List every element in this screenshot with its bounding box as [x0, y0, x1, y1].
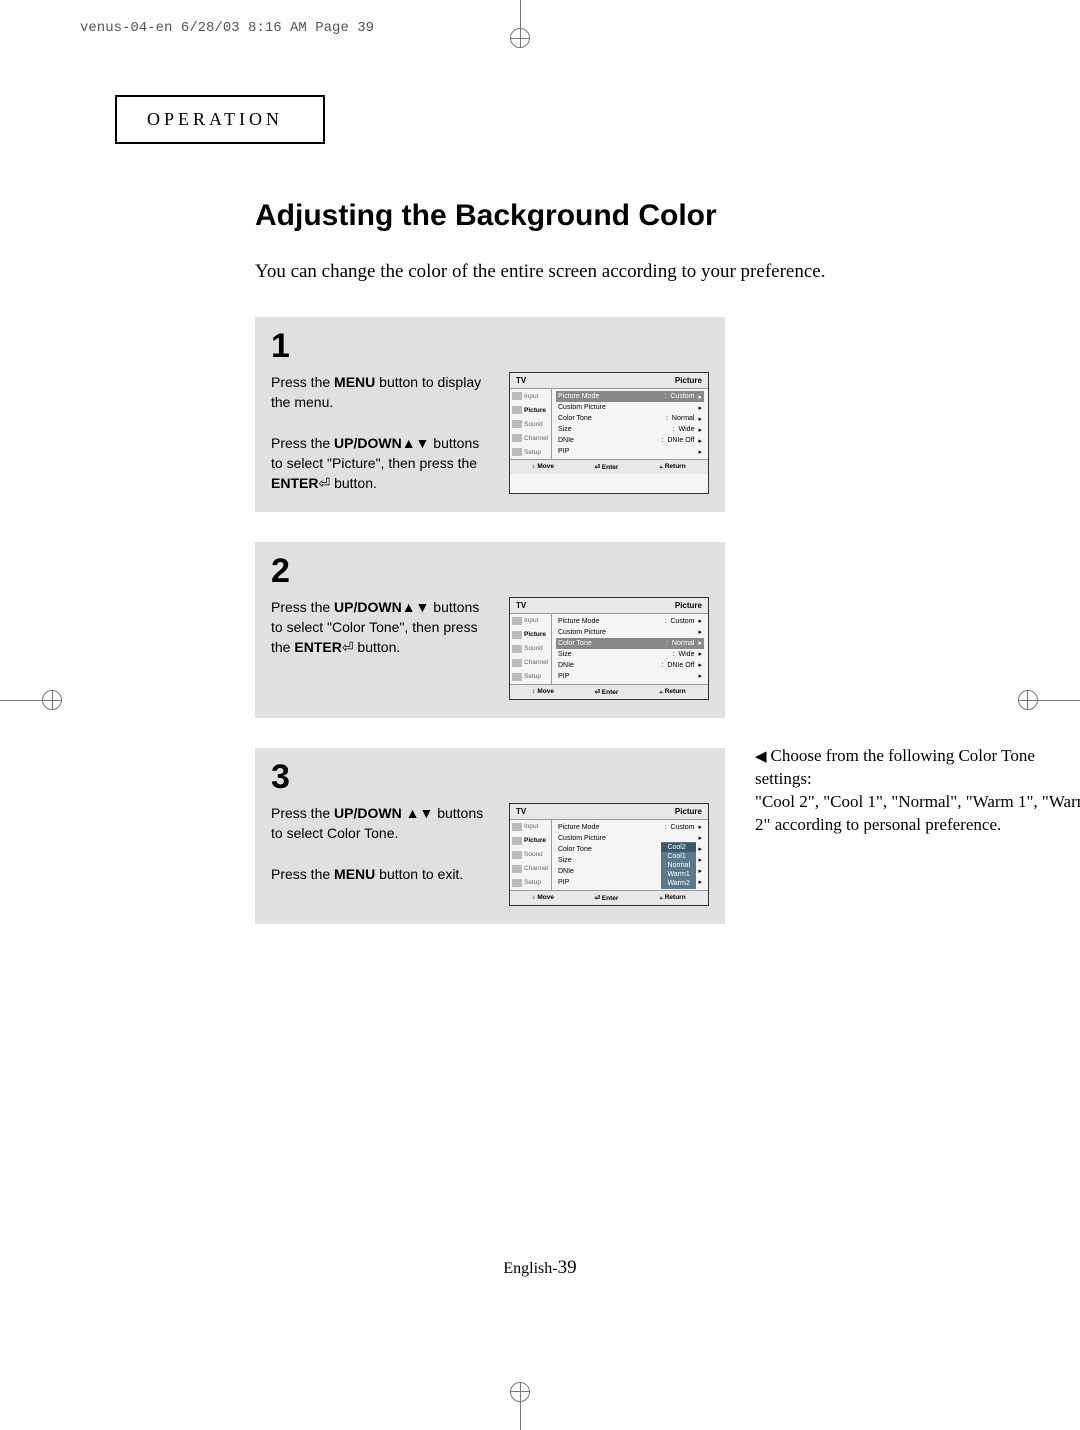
page-number: 39: [558, 1257, 577, 1278]
dropdown-item: Warm2: [661, 879, 696, 888]
osd-sidebar-channel: Channel: [510, 656, 551, 670]
step-number: 2: [271, 552, 709, 591]
osd-sidebar-sound: Sound: [510, 848, 551, 862]
osd-screen: TVPictureInputPictureSoundChannelSetupPi…: [509, 597, 709, 700]
side-note: ◀Choose from the following Color Tone se…: [755, 745, 1080, 837]
osd-sidebar-input: Input: [510, 389, 551, 403]
step-block-2: 2 Press the UP/DOWN▲▼ buttons to select "…: [255, 542, 725, 718]
osd-sidebar-picture: Picture: [510, 834, 551, 848]
osd-sidebar-sound: Sound: [510, 642, 551, 656]
osd-screen: TVPictureInputPictureSoundChannelSetupPi…: [509, 803, 709, 906]
step-text: Press the UP/DOWN ▲▼ buttons to select C…: [271, 803, 491, 906]
osd-row: Picture Mode: Custom▸: [556, 391, 704, 402]
crop-mark-left: [0, 680, 70, 720]
left-arrow-icon: ◀: [755, 749, 767, 765]
osd-sidebar-setup: Setup: [510, 445, 551, 459]
osd-sidebar-sound: Sound: [510, 417, 551, 431]
osd-title-right: Picture: [675, 601, 702, 610]
input-icon: [512, 823, 522, 831]
osd-title-right: Picture: [675, 807, 702, 816]
osd-screen: TVPictureInputPictureSoundChannelSetupPi…: [509, 372, 709, 494]
osd-sidebar-picture: Picture: [510, 403, 551, 417]
picture-icon: [512, 406, 522, 414]
osd-dropdown: Cool2Cool1NormalWarm1Warm2: [661, 842, 696, 889]
section-header: OPERATION: [115, 95, 325, 144]
osd-sidebar-channel: Channel: [510, 862, 551, 876]
osd-row: Custom Picture▸: [556, 627, 704, 638]
osd-row: Custom Picture▸: [556, 402, 704, 413]
setup-icon: [512, 879, 522, 887]
osd-title-left: TV: [516, 601, 526, 610]
input-icon: [512, 617, 522, 625]
osd-sidebar-channel: Channel: [510, 431, 551, 445]
osd-footer: ↕ Move⏎ Enter⫠ Return: [510, 459, 708, 474]
osd-title-left: TV: [516, 376, 526, 385]
sound-icon: [512, 851, 522, 859]
crop-mark-bottom: [500, 1380, 540, 1430]
osd-row: Color Tone: Normal▸: [556, 638, 704, 649]
osd-row: PIP▸: [556, 446, 704, 457]
crop-mark-right: [1010, 680, 1080, 720]
osd-title-right: Picture: [675, 376, 702, 385]
step-number: 3: [271, 758, 709, 797]
osd-sidebar-input: Input: [510, 614, 551, 628]
osd-row: DNIe: DNIe Off▸: [556, 435, 704, 446]
setup-icon: [512, 673, 522, 681]
osd-footer: ↕ Move⏎ Enter⫠ Return: [510, 684, 708, 699]
dropdown-item: Cool2: [661, 843, 696, 852]
osd-sidebar-picture: Picture: [510, 628, 551, 642]
step-block-3: 3 Press the UP/DOWN ▲▼ buttons to select …: [255, 748, 725, 924]
channel-icon: [512, 865, 522, 873]
setup-icon: [512, 448, 522, 456]
channel-icon: [512, 659, 522, 667]
osd-sidebar-input: Input: [510, 820, 551, 834]
picture-icon: [512, 631, 522, 639]
sound-icon: [512, 420, 522, 428]
dropdown-item: Warm1: [661, 870, 696, 879]
osd-row: PIP▸: [556, 671, 704, 682]
osd-row: Picture Mode: Custom▸: [556, 616, 704, 627]
osd-row: DNIe: DNIe Off▸: [556, 660, 704, 671]
crop-mark-top: [500, 0, 540, 50]
sound-icon: [512, 645, 522, 653]
input-icon: [512, 392, 522, 400]
osd-row: Size: Wide▸: [556, 424, 704, 435]
osd-footer: ↕ Move⏎ Enter⫠ Return: [510, 890, 708, 905]
osd-row: Color Tone: Normal▸: [556, 413, 704, 424]
step-block-1: 1 Press the MENU button to display the me…: [255, 317, 725, 512]
step-text: Press the UP/DOWN▲▼ buttons to select "C…: [271, 597, 491, 700]
osd-sidebar-setup: Setup: [510, 876, 551, 890]
page-title: Adjusting the Background Color: [255, 199, 965, 233]
channel-icon: [512, 434, 522, 442]
osd-title-left: TV: [516, 807, 526, 816]
picture-icon: [512, 837, 522, 845]
osd-row: Size: Wide▸: [556, 649, 704, 660]
dropdown-item: Normal: [661, 861, 696, 870]
osd-row: Picture Mode: Custom▸: [556, 822, 704, 833]
osd-sidebar-setup: Setup: [510, 670, 551, 684]
intro-text: You can change the color of the entire s…: [255, 261, 965, 283]
crop-header: venus-04-en 6/28/03 8:16 AM Page 39: [80, 20, 374, 36]
dropdown-item: Cool1: [661, 852, 696, 861]
page-footer: English-39: [0, 1257, 1080, 1279]
page-content: OPERATION Adjusting the Background Color…: [115, 95, 965, 924]
footer-label: English-: [503, 1260, 557, 1277]
step-number: 1: [271, 327, 709, 366]
step-text: Press the MENU button to display the men…: [271, 372, 491, 494]
